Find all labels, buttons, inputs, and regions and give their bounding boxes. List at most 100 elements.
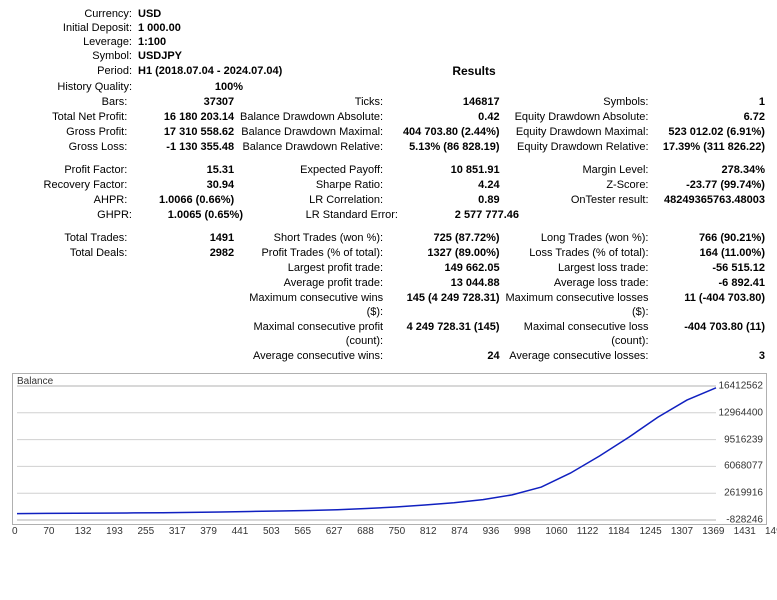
expected-payoff-label: Expected Payoff: [234, 163, 389, 177]
lr-corr-value: 0.89 [389, 193, 499, 207]
ahpr-label: AHPR: [12, 193, 133, 207]
avg-loss-value: -6 892.41 [655, 276, 765, 290]
recovery-factor-label: Recovery Factor: [12, 178, 133, 192]
lr-corr-label: LR Correlation: [234, 193, 389, 207]
ontester-label: OnTester result: [500, 193, 655, 207]
largest-loss-value: -56 515.12 [655, 261, 765, 275]
deposit-value: 1 000.00 [138, 22, 181, 34]
lr-stderr-value: 2 577 777.46 [404, 208, 519, 222]
stats-table: History Quality: 100% Bars:37307 Ticks:1… [12, 80, 765, 363]
gross-profit-label: Gross Profit: [12, 125, 133, 139]
results-title: Results [452, 64, 495, 78]
edd-abs-value: 6.72 [655, 110, 765, 124]
y-axis-label: -828246 [726, 515, 763, 526]
bdd-rel-value: 5.13% (86 828.19) [389, 140, 499, 154]
recovery-factor-value: 30.94 [133, 178, 234, 192]
loss-trades-label: Loss Trades (% of total): [500, 246, 655, 260]
maxl-cons-profit-label: Maximal consecutive profit (count): [234, 320, 389, 348]
short-trades-label: Short Trades (won %): [234, 231, 389, 245]
total-trades-label: Total Trades: [12, 231, 133, 245]
max-cons-losses-value: 11 (-404 703.80) [655, 291, 765, 319]
edd-rel-value: 17.39% (311 826.22) [655, 140, 765, 154]
lr-stderr-label: LR Standard Error: [243, 208, 404, 222]
period-label: Period: [12, 65, 138, 77]
maxl-cons-profit-value: 4 249 728.31 (145) [389, 320, 499, 348]
avg-cons-losses-value: 3 [655, 349, 765, 363]
bars-value: 37307 [133, 95, 234, 109]
max-cons-wins-label: Maximum consecutive wins ($): [234, 291, 389, 319]
bdd-abs-value: 0.42 [389, 110, 499, 124]
symbols-label: Symbols: [500, 95, 655, 109]
largest-profit-value: 149 662.05 [389, 261, 499, 275]
edd-max-value: 523 012.02 (6.91%) [655, 125, 765, 139]
max-cons-wins-value: 145 (4 249 728.31) [389, 291, 499, 319]
net-profit-value: 16 180 203.14 [133, 110, 234, 124]
leverage-label: Leverage: [12, 36, 138, 48]
avg-cons-wins-label: Average consecutive wins: [234, 349, 389, 363]
gross-loss-value: -1 130 355.48 [133, 140, 234, 154]
history-quality-label: History Quality: [12, 80, 138, 94]
gross-profit-value: 17 310 558.62 [133, 125, 234, 139]
profit-trades-label: Profit Trades (% of total): [234, 246, 389, 260]
bdd-abs-label: Balance Drawdown Absolute: [234, 110, 389, 124]
y-axis-label: 2619916 [724, 488, 763, 499]
margin-level-label: Margin Level: [500, 163, 655, 177]
symbol-value: USDJPY [138, 50, 182, 62]
y-axis-label: 9516239 [724, 434, 763, 445]
net-profit-label: Total Net Profit: [12, 110, 133, 124]
sharpe-value: 4.24 [389, 178, 499, 192]
avg-cons-wins-value: 24 [389, 349, 499, 363]
y-axis-label: 16412562 [719, 381, 764, 392]
balance-chart-svg [13, 374, 766, 524]
balance-chart: Balance 16412562129644009516239606807726… [12, 373, 767, 525]
y-axis-label: 12964400 [719, 407, 764, 418]
expected-payoff-value: 10 851.91 [389, 163, 499, 177]
avg-profit-label: Average profit trade: [234, 276, 389, 290]
ontester-value: 48249365763.48003 [655, 193, 765, 207]
profit-trades-value: 1327 (89.00%) [389, 246, 499, 260]
long-trades-value: 766 (90.21%) [655, 231, 765, 245]
long-trades-label: Long Trades (won %): [500, 231, 655, 245]
total-deals-label: Total Deals: [12, 246, 133, 260]
report-header: Currency:USD Initial Deposit:1 000.00 Le… [12, 8, 765, 78]
bars-label: Bars: [12, 95, 133, 109]
gross-loss-label: Gross Loss: [12, 140, 133, 154]
leverage-value: 1:100 [138, 36, 166, 48]
bdd-rel-label: Balance Drawdown Relative: [234, 140, 389, 154]
total-trades-value: 1491 [133, 231, 234, 245]
balance-chart-xaxis: 0701321932553173794415035656276887508128… [12, 526, 765, 537]
maxl-cons-loss-label: Maximal consecutive loss (count): [500, 320, 655, 348]
ticks-label: Ticks: [234, 95, 389, 109]
margin-level-value: 278.34% [655, 163, 765, 177]
bdd-max-value: 404 703.80 (2.44%) [389, 125, 499, 139]
loss-trades-value: 164 (11.00%) [655, 246, 765, 260]
ghpr-label: GHPR: [12, 208, 138, 222]
profit-factor-value: 15.31 [133, 163, 234, 177]
edd-rel-label: Equity Drawdown Relative: [500, 140, 655, 154]
largest-loss-label: Largest loss trade: [500, 261, 655, 275]
ticks-value: 146817 [389, 95, 499, 109]
profit-factor-label: Profit Factor: [12, 163, 133, 177]
maxl-cons-loss-value: -404 703.80 (11) [655, 320, 765, 348]
bdd-max-label: Balance Drawdown Maximal: [234, 125, 389, 139]
edd-abs-label: Equity Drawdown Absolute: [500, 110, 655, 124]
symbol-label: Symbol: [12, 50, 138, 62]
ahpr-value: 1.0066 (0.66%) [133, 193, 234, 207]
currency-value: USD [138, 8, 161, 20]
zscore-label: Z-Score: [500, 178, 655, 192]
history-quality-value: 100% [138, 80, 243, 94]
sharpe-label: Sharpe Ratio: [234, 178, 389, 192]
avg-cons-losses-label: Average consecutive losses: [500, 349, 655, 363]
symbols-value: 1 [655, 95, 765, 109]
short-trades-value: 725 (87.72%) [389, 231, 499, 245]
deposit-label: Initial Deposit: [12, 22, 138, 34]
ghpr-value: 1.0065 (0.65%) [138, 208, 243, 222]
zscore-value: -23.77 (99.74%) [655, 178, 765, 192]
total-deals-value: 2982 [133, 246, 234, 260]
largest-profit-label: Largest profit trade: [234, 261, 389, 275]
y-axis-label: 6068077 [724, 461, 763, 472]
edd-max-label: Equity Drawdown Maximal: [500, 125, 655, 139]
period-value: H1 (2018.07.04 - 2024.07.04) [138, 65, 282, 77]
avg-profit-value: 13 044.88 [389, 276, 499, 290]
currency-label: Currency: [12, 8, 138, 20]
